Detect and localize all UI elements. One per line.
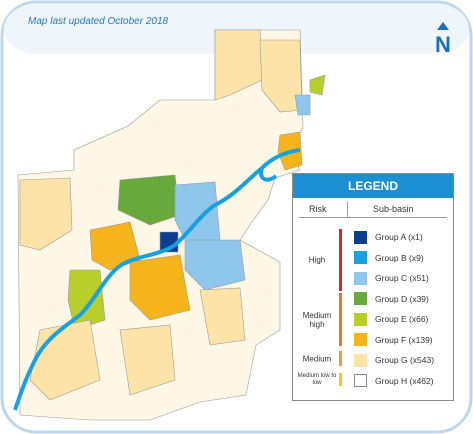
legend-row: Group G (x543) [354,353,434,367]
river-loop [259,167,278,182]
group-label: Group D (x39) [375,293,429,304]
group-label: Group G (x543) [375,355,435,365]
legend-row: Group B (x9) [354,251,424,265]
swatch [354,251,367,264]
group-label: Group C (x51) [375,273,429,283]
note: Map last updated October 2018 [28,16,169,27]
swatch [354,271,367,285]
group-header: Sub-basin [373,204,414,214]
north: N [435,32,451,57]
river [13,148,301,411]
risk-bar [339,351,342,366]
group-label: Group F (x139) [375,334,433,345]
risk-bar [339,373,342,386]
header-rule [299,217,447,218]
risk-bar [339,293,342,346]
swatch [354,333,367,346]
legend-row: Group D (x39) [354,292,429,306]
legend-row: Group A (x1) [354,230,423,244]
swatch [354,292,367,305]
risk-bar [339,229,342,291]
risk-label: Medium high [302,310,332,329]
swatch [354,312,367,326]
frame-top [4,4,469,54]
basins [17,29,326,421]
legend-row: Group C (x51) [354,271,429,285]
risk-label: Medium low to low [297,372,337,386]
legend-row: Group F (x139) [354,333,433,347]
swatch [354,353,367,367]
north-arrow: N [435,22,451,57]
risk-label: Medium [302,354,332,363]
legend: LEGEND Risk Sub-basin High Medium high Med… [292,173,454,401]
swatch [354,374,367,387]
legend-row: Group E (x66) [354,312,428,326]
header-divider [347,202,348,218]
risk-label: High [308,255,326,265]
group-label: Group A (x1) [375,232,423,242]
swatch [354,230,367,244]
legend-title: LEGEND [293,174,453,198]
group-label: Group E (x66) [375,314,429,324]
risk-header: Risk [309,204,327,214]
group-label: Group H (x462) [375,375,434,386]
group-label: Group B (x9) [375,252,424,263]
legend-row: Group H (x462) [354,374,434,388]
